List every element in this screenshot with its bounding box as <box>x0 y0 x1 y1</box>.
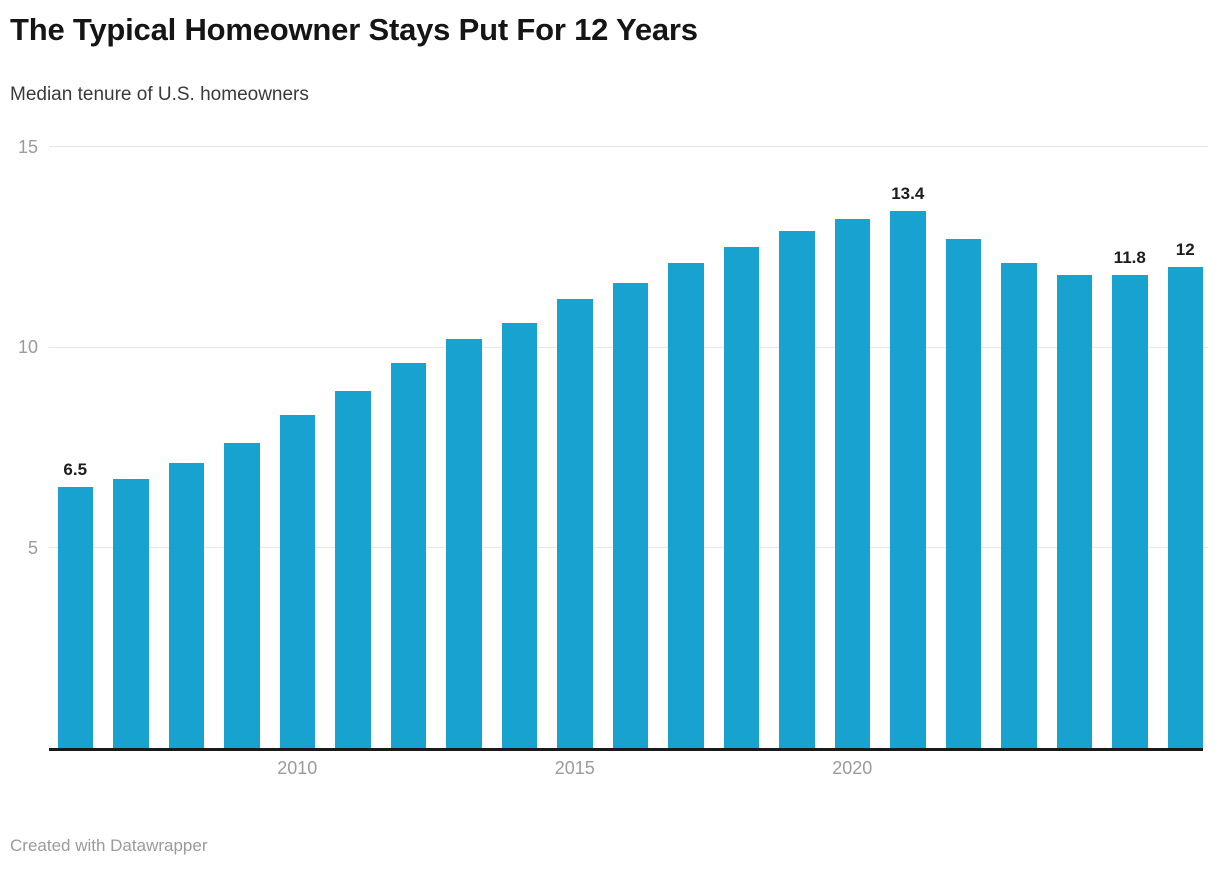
x-axis-tick-label: 2015 <box>554 758 595 778</box>
plot-area: 5 10 15 6.5 13.4 11.8 12 2010 2015 2020 <box>17 136 1208 778</box>
y-axis-tick-label: 5 <box>27 537 38 558</box>
bar-2007 <box>113 479 149 748</box>
x-axis-tick-label: 2010 <box>277 758 318 778</box>
bar-2012 <box>390 363 426 748</box>
bar-2022 <box>945 238 981 748</box>
bar-value-label: 13.4 <box>891 183 925 203</box>
chart-title: The Typical Homeowner Stays Put For 12 Y… <box>10 12 698 47</box>
bar-2006 <box>57 487 93 748</box>
bar-value-label: 11.8 <box>1113 247 1146 267</box>
bar-2019 <box>779 230 815 748</box>
bar-2015 <box>557 298 593 748</box>
x-axis-tick-label: 2020 <box>832 758 873 778</box>
y-axis-tick-label: 10 <box>17 337 38 357</box>
bar-2026 <box>1167 266 1203 748</box>
bar-2018 <box>723 246 759 748</box>
y-gridline <box>49 146 1208 147</box>
attribution: Created with Datawrapper <box>10 836 208 855</box>
bar-2020 <box>834 218 870 748</box>
bar-2025 <box>1112 274 1148 748</box>
bar-2011 <box>335 391 371 748</box>
y-axis-tick-label: 15 <box>17 136 38 157</box>
bar-2009 <box>224 443 260 748</box>
bar-2013 <box>446 338 482 748</box>
bar-2024 <box>1056 274 1092 748</box>
bar-2014 <box>501 322 537 748</box>
bar-2016 <box>612 282 648 748</box>
bar-2008 <box>168 463 204 748</box>
chart-subtitle: Median tenure of U.S. homeowners <box>10 84 309 105</box>
bar-value-label: 6.5 <box>63 460 88 480</box>
bar-2010 <box>279 415 315 748</box>
bar-value-label: 12 <box>1175 239 1195 259</box>
bar-2023 <box>1001 262 1037 748</box>
x-axis-baseline <box>49 748 1203 751</box>
bar-2017 <box>668 262 704 748</box>
bar-2021 <box>890 210 926 748</box>
